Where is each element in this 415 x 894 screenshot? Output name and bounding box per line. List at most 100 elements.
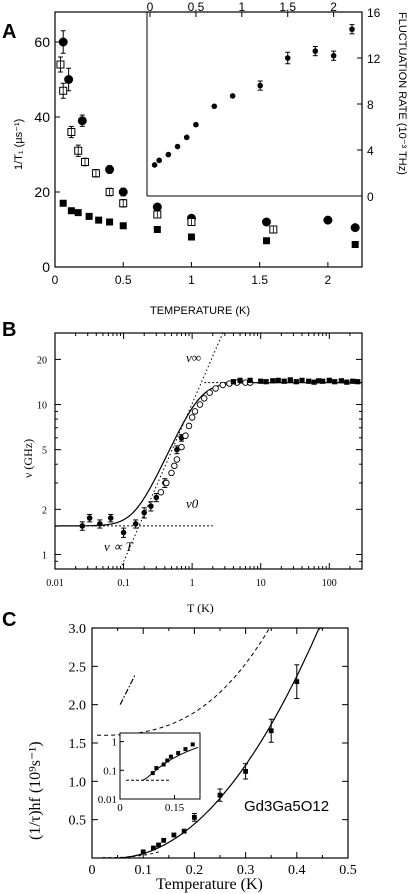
panel-b-point bbox=[306, 378, 312, 384]
panel-c-x-tick-label: 0.3 bbox=[237, 863, 255, 878]
panel-c-inset-x-tick-label: 0 bbox=[117, 802, 123, 814]
panel-b-point bbox=[153, 494, 160, 501]
panel-a-inset-x-tick-label: 0.5 bbox=[188, 0, 205, 14]
panel-c-inset-point bbox=[183, 747, 188, 752]
panel-b-point bbox=[79, 523, 86, 529]
panel-a-point bbox=[351, 241, 359, 248]
panel-a-point bbox=[85, 212, 93, 220]
panel-a-inset-point bbox=[165, 151, 172, 158]
panel-b-point bbox=[350, 378, 356, 384]
panel-c-point bbox=[268, 728, 274, 734]
panel-c-annotation: Gd3Ga5O12 bbox=[244, 798, 329, 815]
panel-a-point bbox=[118, 187, 128, 197]
panel-b-point bbox=[168, 469, 175, 477]
panel-b-x-tick-label: 100 bbox=[322, 578, 337, 589]
panel-b-point bbox=[332, 379, 338, 385]
panel-c-inset-frame bbox=[119, 732, 201, 800]
panel-a-inset-point bbox=[312, 48, 319, 54]
panel-a-inset-point bbox=[156, 157, 162, 164]
panel-a-inset-y-axis: 0 4 8 12 16 bbox=[357, 6, 381, 204]
panel-c-inset-point bbox=[190, 742, 195, 747]
panel-b-point bbox=[171, 462, 178, 470]
panel-a-x-tick-label: 2 bbox=[325, 273, 332, 287]
panel-c-data bbox=[140, 664, 300, 855]
panel-c-inset-point bbox=[154, 766, 159, 771]
panel-a-inset-point bbox=[183, 134, 190, 141]
panel-b-point bbox=[281, 378, 287, 384]
panel-a-inset-point bbox=[330, 52, 337, 59]
panel-b-y-tick-label: 20 bbox=[37, 355, 47, 366]
panel-a-inset-data bbox=[151, 24, 355, 168]
panel-a-letter: A bbox=[2, 21, 16, 43]
panel-a-frame bbox=[54, 11, 363, 268]
panel-c-inset-y-tick-label: 0.01 bbox=[98, 794, 117, 806]
panel-a-point bbox=[106, 218, 114, 226]
panel-b-y-tick-label: 5 bbox=[42, 446, 47, 457]
panel-a-point bbox=[74, 209, 82, 217]
panel-b-point bbox=[326, 377, 332, 383]
panel-b-point bbox=[270, 378, 276, 384]
panel-b-point bbox=[293, 379, 299, 385]
panel-c-y-tick-label: 1.0 bbox=[69, 775, 87, 790]
panel-c-point bbox=[294, 679, 300, 685]
panel-c-y-tick-label: 2.5 bbox=[69, 660, 87, 675]
panel-a-inset-point bbox=[257, 82, 263, 89]
panel-b-point bbox=[247, 377, 253, 383]
panel-a: A 0 20 40 60 0 0.5 1 1.5 2 0 4 8 12 16 0 0.5 1 1.5 2 1/… bbox=[2, 0, 408, 317]
panel-a-inset-y-tick-label: 12 bbox=[367, 52, 381, 66]
panel-b-point bbox=[148, 503, 154, 509]
panel-a-y-tick-label: 20 bbox=[34, 184, 50, 200]
panel-c-inset-x-tick-label: 0.15 bbox=[165, 802, 185, 814]
panel-a-x-tick-label: 1 bbox=[188, 273, 195, 287]
panel-c-ylabel: (1/τ)hf (10⁹s⁻¹) bbox=[27, 741, 44, 840]
panel-b-point bbox=[157, 489, 165, 496]
panel-b-annotation-nu-prop-t: ν ∝ T bbox=[104, 539, 134, 554]
panel-a-y-tick-label: 60 bbox=[34, 34, 50, 50]
panel-b-point bbox=[185, 422, 193, 430]
panel-b-point bbox=[163, 479, 170, 487]
panel-a-point bbox=[153, 226, 161, 233]
panel-b-point bbox=[173, 456, 181, 463]
panel-c-x-tick-label: 0.1 bbox=[134, 863, 152, 878]
panel-c-inset-y-tick-label: 1 bbox=[112, 737, 118, 749]
panel-c-xlabel: Temperature (K) bbox=[156, 876, 263, 893]
panel-c-dash-dot-line bbox=[119, 673, 137, 705]
panel-c-inset-point bbox=[176, 751, 181, 756]
panel-a-point bbox=[58, 37, 68, 47]
panel-b-point bbox=[263, 379, 269, 385]
panel-a-point bbox=[105, 165, 115, 174]
panel-a-inset-x-tick-label: 1.5 bbox=[279, 0, 296, 14]
panel-b-x-tick-label: 10 bbox=[256, 578, 266, 589]
panel-b-point bbox=[230, 379, 237, 385]
panel-c-inset-point bbox=[168, 754, 173, 759]
panel-b-point bbox=[212, 385, 219, 392]
panel-a-y-tick-label: 40 bbox=[34, 109, 50, 125]
panel-a-point bbox=[95, 216, 103, 224]
panel-c-inset-y-tick-label: 0.1 bbox=[103, 765, 117, 777]
panel-c-inset-point bbox=[161, 762, 166, 767]
panel-a-ylabel: 1/T₁ (µs⁻¹) bbox=[13, 119, 25, 170]
panel-b-ylabel: ν (GHz) bbox=[21, 439, 35, 478]
panel-a-point bbox=[261, 217, 271, 227]
panel-c-y-tick-label: 1.5 bbox=[69, 737, 87, 752]
panel-a-point bbox=[77, 116, 87, 126]
panel-b-point bbox=[320, 378, 326, 384]
panel-b-point bbox=[275, 377, 281, 383]
panel-b-point bbox=[191, 408, 199, 415]
panel-a-x-tick-label: 1.5 bbox=[251, 273, 268, 287]
panel-b-point bbox=[182, 432, 189, 439]
panel-a-inset-y-tick-label: 4 bbox=[367, 144, 374, 158]
panel-a-point bbox=[262, 237, 270, 245]
panel-b-y-tick-label: 2 bbox=[42, 505, 47, 516]
panel-b-point bbox=[188, 414, 196, 421]
panel-b-point bbox=[86, 515, 93, 521]
panel-c-axes: 0 0.1 0.2 0.3 0.4 0.5 0.5 1.0 1.5 2.0 2.5 3.0 bbox=[69, 622, 357, 878]
panel-b-point bbox=[258, 378, 264, 384]
panel-c-x-tick-label: 0.4 bbox=[288, 863, 306, 878]
panel-c-inset-data bbox=[141, 742, 199, 781]
panel-a-inset-y-tick-label: 16 bbox=[367, 6, 381, 20]
panel-b-x-tick-label: 1 bbox=[190, 578, 195, 589]
panel-c: C 0 0.1 0.2 0.3 0.4 0.5 0.5 1.0 1.5 2.0 2.5 3.0 (1/… bbox=[2, 609, 357, 893]
panel-b-frame bbox=[54, 332, 363, 570]
